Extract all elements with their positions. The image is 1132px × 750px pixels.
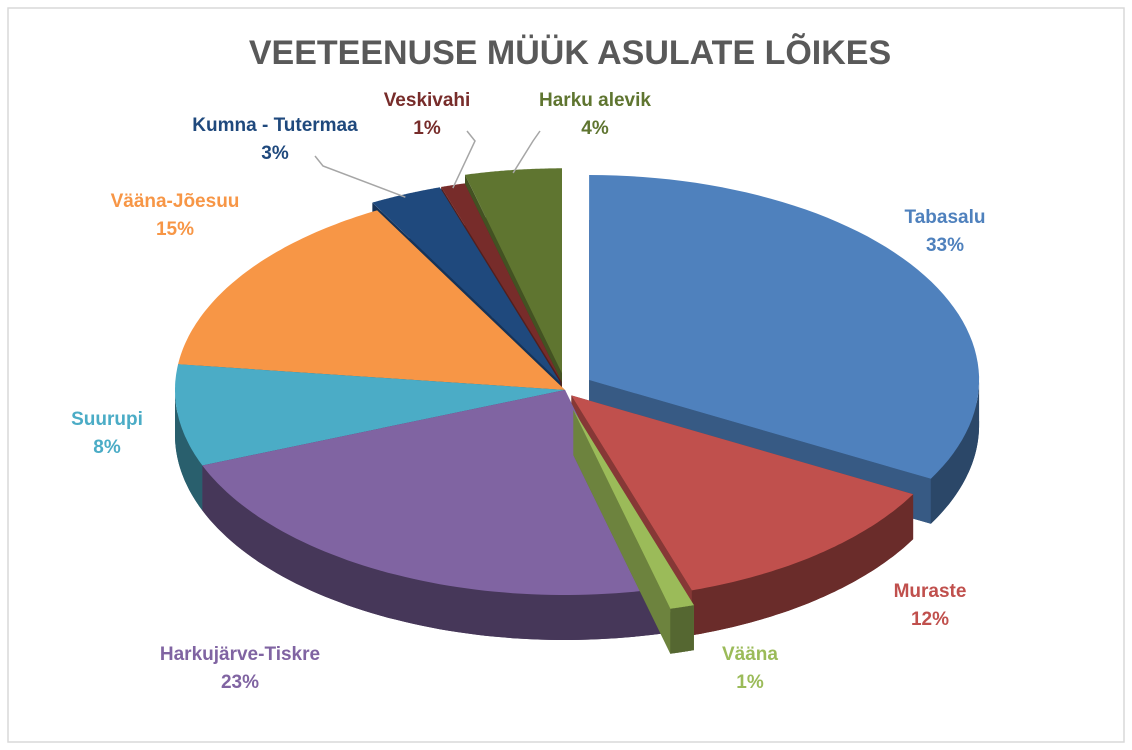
slice-top <box>202 390 662 595</box>
slice-top <box>589 175 980 479</box>
slice-value-label: 15% <box>156 219 194 240</box>
slice-value-label: 12% <box>911 609 949 630</box>
slice-wall <box>175 390 203 511</box>
slice-value-label: 23% <box>221 672 259 693</box>
slice-value-label: 33% <box>926 235 964 256</box>
slice-top <box>175 364 565 466</box>
slice-wall <box>670 605 694 654</box>
slice-top <box>465 168 562 374</box>
slice-label: Harkujärve-Tiskre <box>160 644 320 665</box>
slice-label: Veskivahi <box>384 90 471 111</box>
slice-label: Suurupi <box>71 409 143 430</box>
slice-top <box>573 410 694 609</box>
slice-value-label: 3% <box>261 143 289 164</box>
slice-label: Kumna - Tutermaa <box>192 115 358 136</box>
slice-top <box>441 183 562 382</box>
slice-top <box>178 210 565 390</box>
slice-wall <box>930 380 980 524</box>
leader-line <box>452 130 476 189</box>
slice-value-label: 4% <box>581 118 609 139</box>
slice-label: Tabasalu <box>905 207 986 228</box>
slice-label: Muraste <box>894 581 967 602</box>
slice-label: Vääna <box>722 644 778 665</box>
slice-label: Harku alevik <box>539 90 651 111</box>
slice <box>573 410 694 654</box>
slice-value-label: 1% <box>413 118 441 139</box>
chart-title: VEETEENUSE MÜÜK ASULATE LÕIKES <box>249 34 891 72</box>
slice-wall <box>691 494 914 636</box>
slice-wall <box>202 465 662 640</box>
slice-top <box>372 187 561 383</box>
leader-line <box>512 130 541 174</box>
slice-top <box>571 395 914 591</box>
slice-label: Vääna-Jõesuu <box>111 191 240 212</box>
slice-cut-face <box>573 410 671 654</box>
slice-value-label: 1% <box>736 672 764 693</box>
slice-value-label: 8% <box>93 437 121 458</box>
leader-line <box>314 155 406 198</box>
